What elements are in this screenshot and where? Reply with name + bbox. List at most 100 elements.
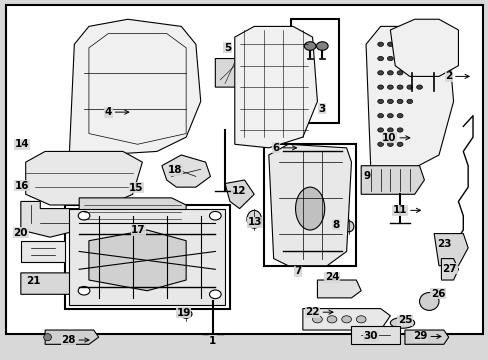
Text: 22: 22 <box>305 307 332 317</box>
Polygon shape <box>389 19 458 76</box>
Polygon shape <box>361 166 424 194</box>
Polygon shape <box>302 309 389 330</box>
Ellipse shape <box>416 57 422 61</box>
Ellipse shape <box>386 128 392 132</box>
Polygon shape <box>317 280 361 298</box>
Ellipse shape <box>386 142 392 147</box>
Bar <box>290 19 339 123</box>
Ellipse shape <box>295 187 324 230</box>
Ellipse shape <box>416 71 422 75</box>
Ellipse shape <box>209 290 221 298</box>
Ellipse shape <box>377 42 383 46</box>
Polygon shape <box>45 330 99 344</box>
Ellipse shape <box>344 221 353 232</box>
Text: 21: 21 <box>26 276 40 286</box>
Text: 25: 25 <box>397 315 411 325</box>
Ellipse shape <box>377 142 383 147</box>
Bar <box>64 205 229 309</box>
Text: 30: 30 <box>363 332 377 342</box>
Polygon shape <box>162 155 210 187</box>
Text: 18: 18 <box>168 165 183 175</box>
Text: 23: 23 <box>437 239 451 249</box>
Ellipse shape <box>341 316 351 323</box>
Ellipse shape <box>304 42 315 50</box>
Ellipse shape <box>386 113 392 118</box>
Ellipse shape <box>416 85 422 89</box>
Ellipse shape <box>377 128 383 132</box>
Ellipse shape <box>396 85 402 89</box>
Ellipse shape <box>386 99 392 104</box>
Ellipse shape <box>396 113 402 118</box>
Ellipse shape <box>180 310 192 318</box>
Ellipse shape <box>396 57 402 61</box>
Text: 5: 5 <box>224 43 231 53</box>
Ellipse shape <box>377 113 383 118</box>
Ellipse shape <box>406 99 412 104</box>
Text: 10: 10 <box>381 133 409 143</box>
Ellipse shape <box>396 142 402 147</box>
Ellipse shape <box>377 85 383 89</box>
Ellipse shape <box>396 42 402 46</box>
Text: 16: 16 <box>15 181 29 191</box>
Ellipse shape <box>406 85 412 89</box>
Text: 20: 20 <box>14 228 28 238</box>
Ellipse shape <box>209 211 221 220</box>
Text: 13: 13 <box>247 217 262 227</box>
Ellipse shape <box>419 293 438 310</box>
Polygon shape <box>21 273 89 294</box>
Ellipse shape <box>426 57 431 61</box>
Ellipse shape <box>377 99 383 104</box>
Ellipse shape <box>386 42 392 46</box>
Text: 12: 12 <box>231 186 245 197</box>
Ellipse shape <box>356 316 366 323</box>
Ellipse shape <box>43 334 51 341</box>
Ellipse shape <box>406 42 412 46</box>
Ellipse shape <box>396 99 402 104</box>
Ellipse shape <box>406 57 412 61</box>
Text: 2: 2 <box>444 71 468 81</box>
Text: 6: 6 <box>272 143 296 153</box>
Text: 29: 29 <box>412 332 440 342</box>
Polygon shape <box>441 258 458 280</box>
Ellipse shape <box>377 57 383 61</box>
Polygon shape <box>21 202 79 237</box>
Polygon shape <box>351 327 399 344</box>
Text: 11: 11 <box>392 205 420 215</box>
Text: 17: 17 <box>131 225 145 235</box>
Ellipse shape <box>396 71 402 75</box>
Text: 15: 15 <box>129 183 143 193</box>
Text: 4: 4 <box>104 107 128 117</box>
Polygon shape <box>224 180 254 208</box>
Ellipse shape <box>416 42 422 46</box>
Ellipse shape <box>246 210 261 228</box>
Polygon shape <box>79 198 186 226</box>
Polygon shape <box>268 144 351 266</box>
Text: 7: 7 <box>294 266 301 276</box>
Text: 26: 26 <box>430 289 445 298</box>
Polygon shape <box>69 19 201 155</box>
Polygon shape <box>215 59 244 87</box>
Text: 28: 28 <box>61 335 89 345</box>
Text: 9: 9 <box>363 171 370 181</box>
Polygon shape <box>89 230 186 291</box>
Ellipse shape <box>386 57 392 61</box>
Ellipse shape <box>426 42 431 46</box>
Polygon shape <box>21 241 64 262</box>
Ellipse shape <box>386 71 392 75</box>
Text: 8: 8 <box>332 220 339 230</box>
Ellipse shape <box>78 211 90 220</box>
Text: 24: 24 <box>324 272 339 282</box>
Text: 14: 14 <box>15 139 29 149</box>
Text: 3: 3 <box>318 104 325 113</box>
Ellipse shape <box>316 42 327 50</box>
Ellipse shape <box>406 71 412 75</box>
Ellipse shape <box>326 316 336 323</box>
Polygon shape <box>234 26 317 148</box>
Text: 19: 19 <box>176 308 190 318</box>
Polygon shape <box>433 234 467 266</box>
Ellipse shape <box>386 85 392 89</box>
Text: 27: 27 <box>442 264 456 274</box>
Ellipse shape <box>396 128 402 132</box>
Ellipse shape <box>389 318 414 328</box>
Ellipse shape <box>377 71 383 75</box>
